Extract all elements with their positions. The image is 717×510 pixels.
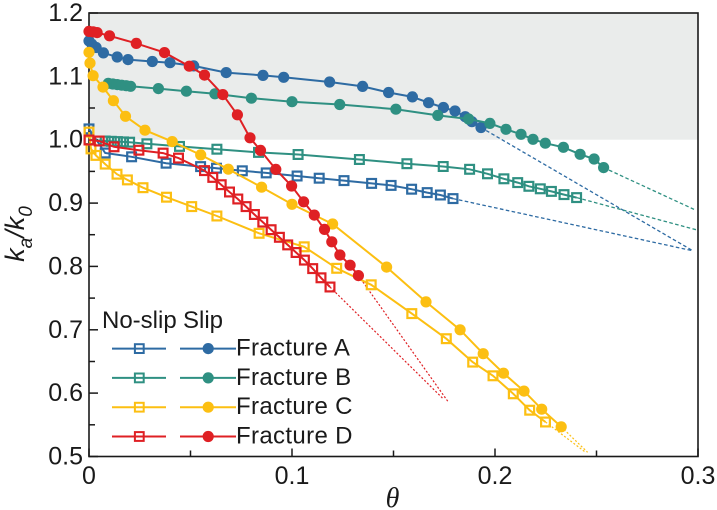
svg-text:0.9: 0.9 bbox=[48, 189, 83, 217]
svg-text:1.1: 1.1 bbox=[48, 62, 83, 90]
svg-text:0.3: 0.3 bbox=[681, 462, 716, 490]
svg-text:Fracture D: Fracture D bbox=[236, 423, 353, 450]
svg-text:1.0: 1.0 bbox=[48, 126, 83, 154]
svg-text:θ: θ bbox=[386, 483, 400, 510]
svg-text:Fracture C: Fracture C bbox=[236, 393, 353, 420]
svg-text:0.2: 0.2 bbox=[478, 462, 513, 490]
svg-text:0.7: 0.7 bbox=[48, 316, 83, 344]
svg-text:Fracture A: Fracture A bbox=[236, 335, 350, 362]
svg-text:0.6: 0.6 bbox=[48, 379, 83, 407]
svg-text:0.1: 0.1 bbox=[275, 462, 310, 490]
svg-text:0.5: 0.5 bbox=[48, 443, 83, 471]
svg-text:0.8: 0.8 bbox=[48, 252, 83, 280]
svg-text:Fracture B: Fracture B bbox=[236, 364, 352, 391]
svg-text:0: 0 bbox=[82, 462, 96, 490]
svg-text:1.2: 1.2 bbox=[48, 0, 83, 27]
